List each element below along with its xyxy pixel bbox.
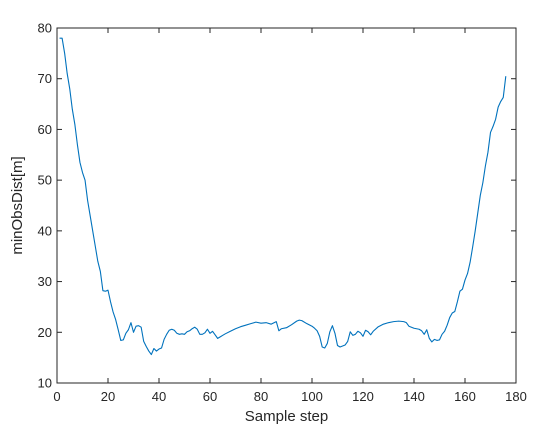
x-axis-ticks: 0 20 40 60 80 100 120 140 160 180: [53, 28, 527, 404]
x-tick-label: 80: [254, 389, 268, 404]
x-tick-label: 160: [454, 389, 476, 404]
y-axis-label: minObsDist[m]: [9, 156, 26, 254]
x-tick-label: 180: [505, 389, 527, 404]
y-tick-label: 80: [38, 21, 52, 36]
x-tick-label: 100: [301, 389, 323, 404]
y-axis-ticks: 10 20 30 40 50 60 70 80: [38, 21, 516, 391]
y-tick-label: 30: [38, 274, 52, 289]
x-tick-label: 140: [403, 389, 425, 404]
x-tick-label: 60: [203, 389, 217, 404]
x-tick-label: 20: [101, 389, 115, 404]
y-tick-label: 50: [38, 173, 52, 188]
x-tick-label: 40: [152, 389, 166, 404]
y-tick-label: 60: [38, 122, 52, 137]
x-tick-label: 0: [53, 389, 60, 404]
y-tick-label: 40: [38, 223, 52, 238]
axes-box: [56, 27, 517, 384]
x-tick-label: 120: [352, 389, 374, 404]
x-axis-label: Sample step: [245, 408, 328, 425]
y-tick-label: 20: [38, 325, 52, 340]
series-line: [59, 37, 507, 356]
series-layer: [59, 37, 507, 356]
y-tick-label: 70: [38, 71, 52, 86]
y-tick-label: 10: [38, 376, 52, 391]
